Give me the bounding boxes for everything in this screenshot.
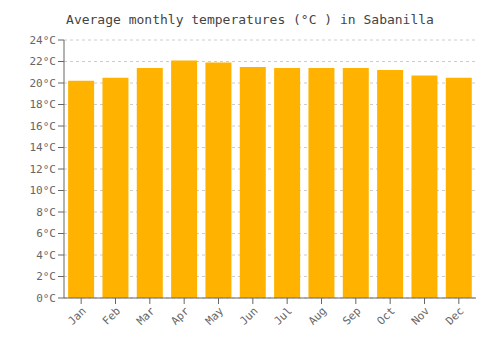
svg-text:May: May [203,304,227,328]
svg-text:Nov: Nov [409,304,433,328]
svg-text:8°C: 8°C [36,206,56,219]
svg-text:Apr: Apr [169,304,193,328]
svg-text:Jun: Jun [237,304,260,327]
svg-text:Dec: Dec [443,304,466,327]
svg-text:18°C: 18°C [30,98,57,111]
html-text:Average monthly temperatures (: Average monthly temperatures (°C ) in Sa… [66,12,434,27]
svg-text:22°C: 22°C [30,55,57,68]
svg-text:Sep: Sep [340,304,363,327]
svg-text:10°C: 10°C [30,184,57,197]
svg-text:6°C: 6°C [36,227,56,240]
svg-text:2°C: 2°C [36,270,56,283]
svg-text:20°C: 20°C [30,77,57,90]
svg-text:0°C: 0°C [36,292,56,305]
svg-text:Aug: Aug [306,304,329,327]
svg-text:12°C: 12°C [30,163,57,176]
svg-text:Feb: Feb [100,304,123,327]
svg-text:16°C: 16°C [30,120,57,133]
svg-text:Jul: Jul [272,304,295,327]
svg-text:Jan: Jan [66,304,89,327]
svg-text:Mar: Mar [134,304,158,328]
svg-text:4°C: 4°C [36,249,56,262]
svg-text:Oct: Oct [375,304,398,327]
svg-text:14°C: 14°C [30,141,57,154]
svg-text:24°C: 24°C [30,34,57,47]
